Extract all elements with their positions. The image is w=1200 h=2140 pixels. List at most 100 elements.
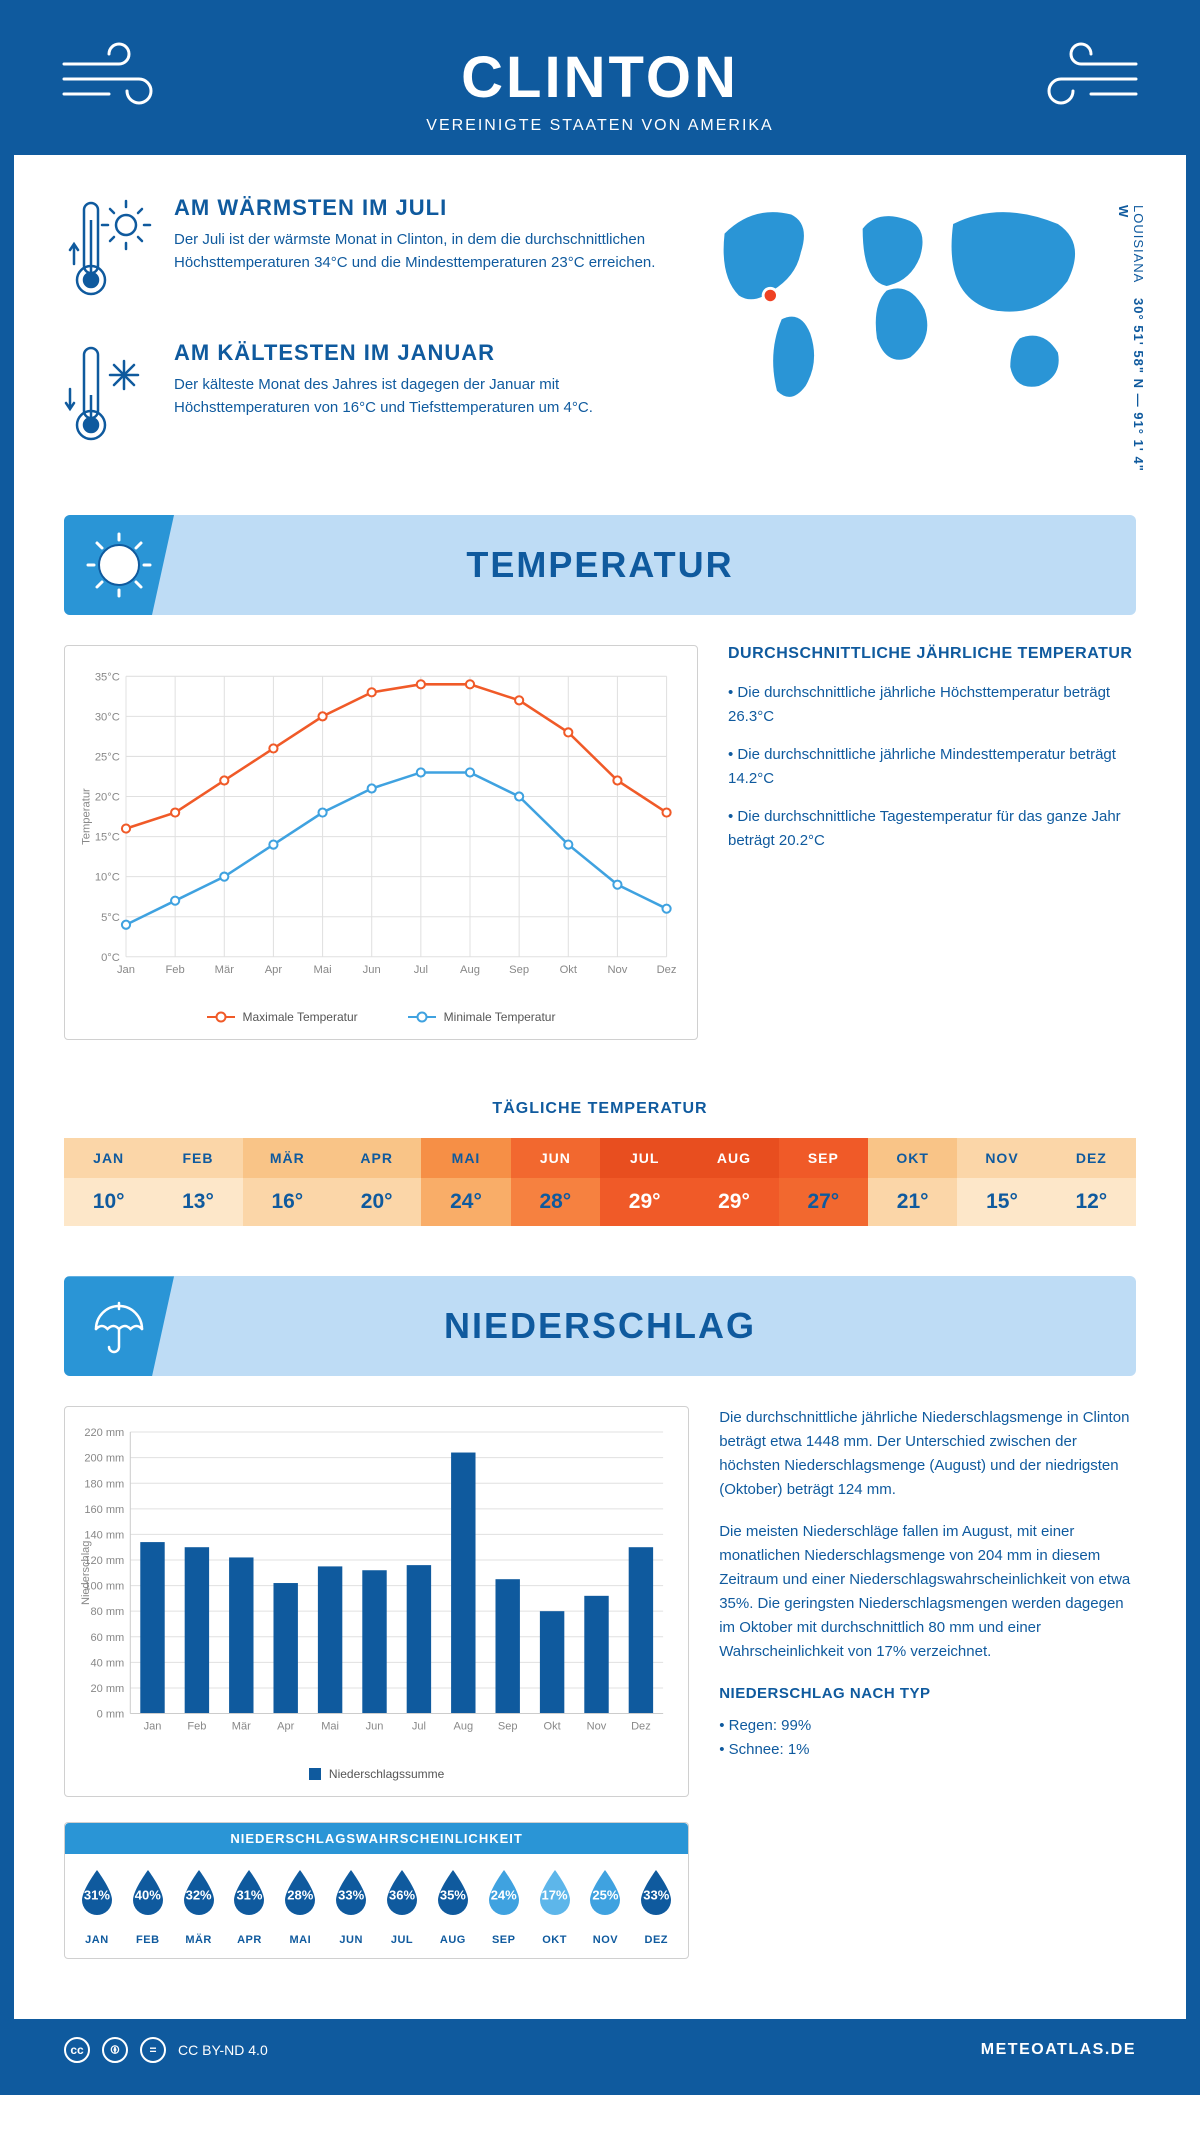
svg-text:20 mm: 20 mm <box>90 1683 124 1695</box>
world-map-icon <box>696 195 1096 415</box>
section-header-precip: NIEDERSCHLAG <box>64 1276 1136 1376</box>
svg-text:Jul: Jul <box>414 964 428 976</box>
svg-text:140 mm: 140 mm <box>84 1530 124 1542</box>
precipitation-section: 0 mm20 mm40 mm60 mm80 mm100 mm120 mm140 … <box>14 1376 1186 1989</box>
section-title: NIEDERSCHLAG <box>444 1305 756 1347</box>
svg-text:Aug: Aug <box>453 1721 473 1733</box>
month-cell: DEZ <box>1047 1138 1136 1178</box>
fact-title: AM KÄLTESTEN IM JANUAR <box>174 340 656 366</box>
precip-paragraph: Die meisten Niederschläge fallen im Augu… <box>719 1520 1136 1664</box>
svg-text:35°C: 35°C <box>95 671 120 683</box>
prob-title: NIEDERSCHLAGSWAHRSCHEINLICHKEIT <box>65 1823 688 1854</box>
map-column: LOUISIANA 30° 51' 58" N — 91° 1' 4" W <box>696 195 1136 485</box>
section-header-temp: TEMPERATUR <box>64 515 1136 615</box>
prob-month: JUL <box>378 1934 426 1946</box>
prob-month: JAN <box>73 1934 121 1946</box>
svg-text:Mai: Mai <box>321 1721 339 1733</box>
svg-text:Mär: Mär <box>232 1721 251 1733</box>
svg-text:Apr: Apr <box>265 964 283 976</box>
svg-text:180 mm: 180 mm <box>84 1479 124 1491</box>
raindrop-icon: 25% <box>584 1866 626 1918</box>
precipitation-bar-chart: 0 mm20 mm40 mm60 mm80 mm100 mm120 mm140 … <box>64 1406 689 1797</box>
info-bullet: • Die durchschnittliche jährliche Mindes… <box>728 743 1136 791</box>
svg-text:0°C: 0°C <box>101 952 120 964</box>
value-cell: 13° <box>153 1178 242 1226</box>
svg-text:Mär: Mär <box>215 964 235 976</box>
temperature-info: DURCHSCHNITTLICHE JÄHRLICHE TEMPERATUR •… <box>728 645 1136 1040</box>
svg-text:80 mm: 80 mm <box>90 1607 124 1619</box>
svg-text:Dez: Dez <box>657 964 677 976</box>
info-bullet: • Die durchschnittliche jährliche Höchst… <box>728 681 1136 729</box>
thermometer-snow-icon <box>64 340 154 455</box>
raindrop-icon: 40% <box>127 1866 169 1918</box>
legend-item: .lg-line[style*='#f05a28']::after{border… <box>207 1010 358 1024</box>
svg-text:20°C: 20°C <box>95 792 120 804</box>
chart-legend: Niederschlagssumme <box>75 1767 678 1781</box>
value-cell: 20° <box>332 1178 421 1226</box>
value-cell: 27° <box>779 1178 868 1226</box>
prob-month: MAI <box>276 1934 324 1946</box>
value-cell: 21° <box>868 1178 957 1226</box>
fact-body: Der kälteste Monat des Jahres ist dagege… <box>174 374 656 419</box>
daily-temp-table: JANFEBMÄRAPRMAIJUNJULAUGSEPOKTNOVDEZ 10°… <box>64 1138 1136 1226</box>
raindrop-icon: 28% <box>279 1866 321 1918</box>
fact-title: AM WÄRMSTEN IM JULI <box>174 195 656 221</box>
month-cell: APR <box>332 1138 421 1178</box>
prob-month: DEZ <box>632 1934 680 1946</box>
svg-text:Jun: Jun <box>363 964 381 976</box>
prob-month: FEB <box>124 1934 172 1946</box>
raindrop-icon: 31% <box>76 1866 118 1918</box>
precip-type-title: NIEDERSCHLAG NACH TYP <box>719 1682 1136 1706</box>
svg-text:0 mm: 0 mm <box>97 1709 125 1721</box>
header-band: CLINTON VEREINIGTE STAATEN VON AMERIKA <box>14 14 1186 155</box>
svg-text:Okt: Okt <box>560 964 578 976</box>
precipitation-text: Die durchschnittliche jährliche Niedersc… <box>719 1406 1136 1959</box>
svg-text:40 mm: 40 mm <box>90 1658 124 1670</box>
temperature-section: 0°C5°C10°C15°C20°C25°C30°C35°CJanFebMärA… <box>14 615 1186 1070</box>
umbrella-icon <box>64 1276 174 1376</box>
sun-icon <box>64 515 174 615</box>
svg-text:Nov: Nov <box>607 964 627 976</box>
value-cell: 12° <box>1047 1178 1136 1226</box>
svg-text:Feb: Feb <box>187 1721 206 1733</box>
value-cell: 24° <box>421 1178 510 1226</box>
month-cell: JAN <box>64 1138 153 1178</box>
prob-month: JUN <box>327 1934 375 1946</box>
raindrop-icon: 33% <box>330 1866 372 1918</box>
svg-text:200 mm: 200 mm <box>84 1453 124 1465</box>
svg-text:Dez: Dez <box>631 1721 651 1733</box>
legend-item: .lg-line[style*='#3fa2e0']::after{border… <box>408 1010 556 1024</box>
value-cell: 10° <box>64 1178 153 1226</box>
license-text: CC BY-ND 4.0 <box>178 2042 268 2058</box>
city-title: CLINTON <box>34 44 1166 111</box>
svg-text:Sep: Sep <box>509 964 529 976</box>
state-label: LOUISIANA <box>1131 205 1146 283</box>
raindrop-icon: 24% <box>483 1866 525 1918</box>
fact-coldest: AM KÄLTESTEN IM JANUAR Der kälteste Mona… <box>64 340 656 455</box>
svg-text:Sep: Sep <box>498 1721 518 1733</box>
svg-text:220 mm: 220 mm <box>84 1427 124 1439</box>
raindrop-icon: 36% <box>381 1866 423 1918</box>
prob-month: MÄR <box>175 1934 223 1946</box>
month-cell: SEP <box>779 1138 868 1178</box>
prob-month: APR <box>226 1934 274 1946</box>
month-cell: JUN <box>511 1138 600 1178</box>
prob-month: OKT <box>531 1934 579 1946</box>
month-cell: AUG <box>689 1138 778 1178</box>
fact-body: Der Juli ist der wärmste Monat in Clinto… <box>174 229 656 274</box>
thermometer-sun-icon <box>64 195 154 310</box>
month-cell: MÄR <box>243 1138 332 1178</box>
month-cell: JUL <box>600 1138 689 1178</box>
type-bullet: • Schnee: 1% <box>719 1738 1136 1762</box>
svg-text:160 mm: 160 mm <box>84 1504 124 1516</box>
brand-text: METEOATLAS.DE <box>981 2041 1136 2059</box>
prob-month: AUG <box>429 1934 477 1946</box>
svg-text:Jul: Jul <box>412 1721 426 1733</box>
svg-text:5°C: 5°C <box>101 912 120 924</box>
daily-temp-title: TÄGLICHE TEMPERATUR <box>14 1100 1186 1118</box>
fact-warmest: AM WÄRMSTEN IM JULI Der Juli ist der wär… <box>64 195 656 310</box>
country-subtitle: VEREINIGTE STAATEN VON AMERIKA <box>34 117 1166 135</box>
month-cell: FEB <box>153 1138 242 1178</box>
month-cell: MAI <box>421 1138 510 1178</box>
prob-month: NOV <box>582 1934 630 1946</box>
